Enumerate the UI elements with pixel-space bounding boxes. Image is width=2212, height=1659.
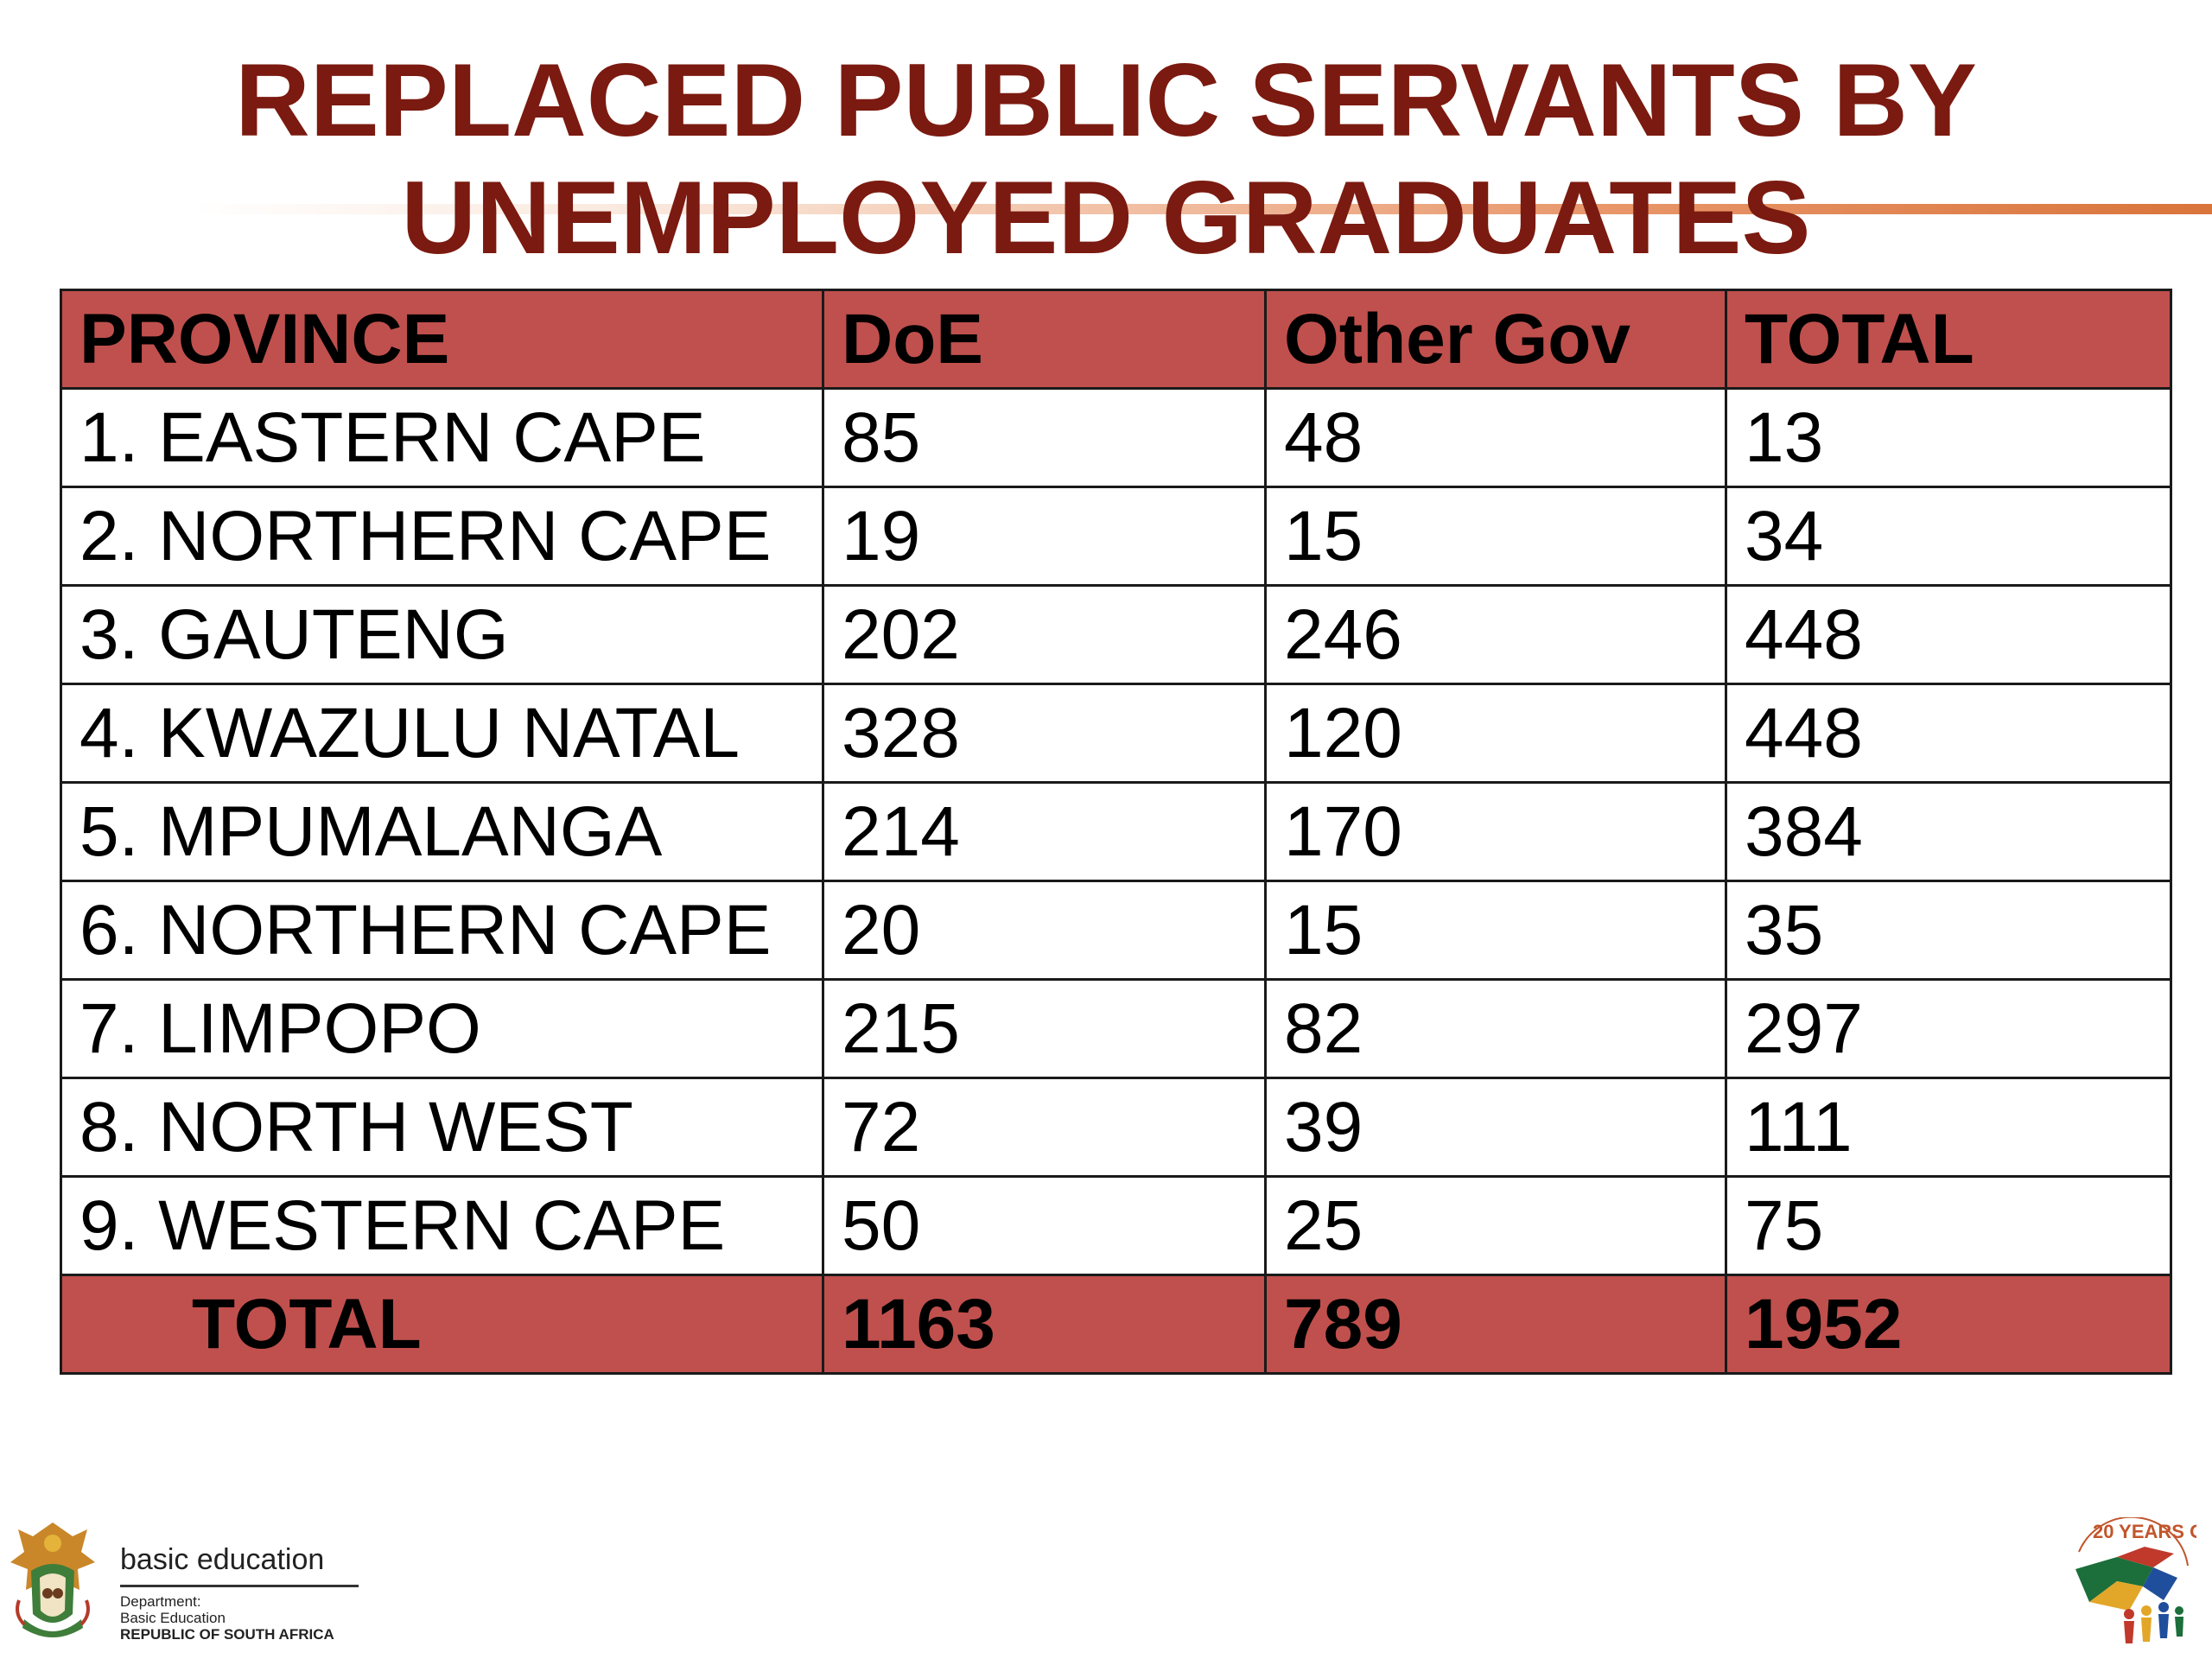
table-row: 5. MPUMALANGA 214 170 384 [60,781,2172,882]
logo-text-basic-education: basic education [120,1543,325,1576]
table-row: 7. LIMPOPO 215 82 297 [60,978,2172,1079]
other-gov-cell: 15 [1264,486,1727,587]
header-total: TOTAL [1725,289,2172,390]
table-row: 8. NORTH WEST 72 39 111 [60,1077,2172,1178]
total-other-gov-cell: 789 [1264,1274,1727,1375]
table-row: 1. EASTERN CAPE 85 48 13 [60,387,2172,488]
province-cell: 4. KWAZULU NATAL [60,683,824,784]
other-gov-cell: 246 [1264,584,1727,685]
title-line-1: REPLACED PUBLIC SERVANTS BY [235,42,1977,158]
table-row: 3. GAUTENG 202 246 448 [60,584,2172,685]
total-cell: 75 [1725,1175,2172,1276]
other-gov-cell: 25 [1264,1175,1727,1276]
replaced-servants-table: PROVINCE DoE Other Gov TOTAL 1. EASTERN … [60,289,2172,1375]
province-cell: 3. GAUTENG [60,584,824,685]
province-cell: 1. EASTERN CAPE [60,387,824,488]
coat-of-arms-icon [10,1522,95,1637]
title-line-2: UNEMPLOYED GRADUATES [401,160,1811,276]
table-row: 9. WESTERN CAPE 50 25 75 [60,1175,2172,1276]
header-other-gov: Other Gov [1264,289,1727,390]
total-doe-cell: 1163 [822,1274,1267,1375]
doe-cell: 19 [822,486,1267,587]
table-row: 2. NORTHERN CAPE 19 15 34 [60,486,2172,587]
other-gov-cell: 15 [1264,880,1727,981]
province-cell: 5. MPUMALANGA [60,781,824,882]
total-cell: 297 [1725,978,2172,1079]
freedom-logo-text: 20 YEARS OF FREEDOM [2093,1521,2196,1542]
department-logo: basic education Department: Basic Educat… [5,1517,368,1647]
total-cell: 34 [1725,486,2172,587]
table-total-row: TOTAL 1163 789 1952 [60,1274,2172,1375]
doe-cell: 72 [822,1077,1267,1178]
table-header-row: PROVINCE DoE Other Gov TOTAL [60,289,2172,390]
total-cell: 448 [1725,584,2172,685]
title-accent-rule [190,204,2212,214]
other-gov-cell: 170 [1264,781,1727,882]
doe-cell: 85 [822,387,1267,488]
province-cell: 7. LIMPOPO [60,978,824,1079]
logo-text-basic-education-line: Basic Education [120,1610,226,1626]
doe-cell: 50 [822,1175,1267,1276]
province-cell: 2. NORTHERN CAPE [60,486,824,587]
other-gov-cell: 48 [1264,387,1727,488]
header-doe: DoE [822,289,1267,390]
total-cell: 448 [1725,683,2172,784]
doe-cell: 215 [822,978,1267,1079]
province-cell: 8. NORTH WEST [60,1077,824,1178]
logo-divider [120,1585,359,1587]
total-cell: 35 [1725,880,2172,981]
doe-cell: 214 [822,781,1267,882]
twenty-years-of-freedom-logo: 20 YEARS OF FREEDOM [2075,1517,2196,1643]
doe-cell: 20 [822,880,1267,981]
province-cell: 9. WESTERN CAPE [60,1175,824,1276]
grand-total-cell: 1952 [1725,1274,2172,1375]
province-cell: 6. NORTHERN CAPE [60,880,824,981]
table-row: 4. KWAZULU NATAL 328 120 448 [60,683,2172,784]
slide-title: REPLACED PUBLIC SERVANTS BY UNEMPLOYED G… [0,41,2212,276]
logo-text-department: Department: [120,1593,201,1610]
total-cell: 13 [1725,387,2172,488]
other-gov-cell: 120 [1264,683,1727,784]
logo-text-republic: REPUBLIC OF SOUTH AFRICA [120,1626,334,1643]
other-gov-cell: 39 [1264,1077,1727,1178]
total-cell: 384 [1725,781,2172,882]
header-province: PROVINCE [60,289,824,390]
doe-cell: 202 [822,584,1267,685]
total-cell: 111 [1725,1077,2172,1178]
other-gov-cell: 82 [1264,978,1727,1079]
table-row: 6. NORTHERN CAPE 20 15 35 [60,880,2172,981]
total-label-cell: TOTAL [60,1274,824,1375]
doe-cell: 328 [822,683,1267,784]
